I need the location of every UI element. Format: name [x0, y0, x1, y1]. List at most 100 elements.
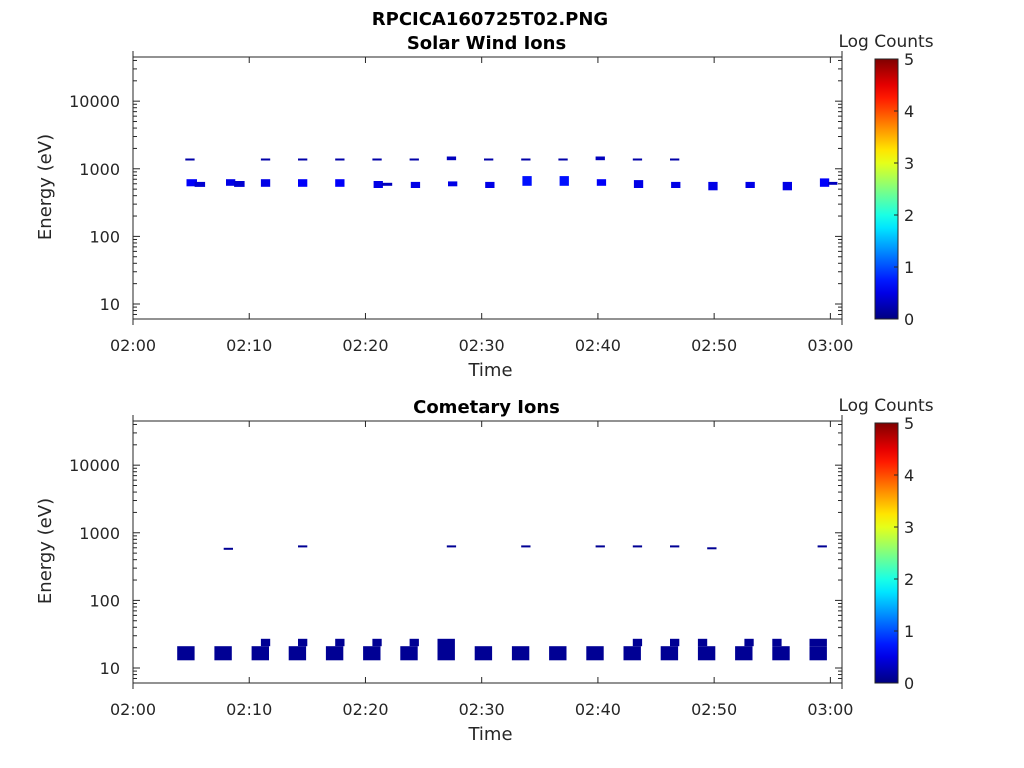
data-cell — [437, 638, 455, 661]
y-tick-label: 1000 — [79, 160, 120, 179]
data-cell — [372, 638, 382, 647]
colorbar-tick-label: 4 — [904, 102, 914, 121]
data-cell — [632, 545, 643, 548]
data-cell — [381, 182, 393, 186]
data-cell — [595, 156, 605, 161]
data-cell — [446, 156, 457, 161]
colorbar — [874, 58, 899, 320]
data-cell — [298, 179, 308, 187]
data-cell — [511, 646, 530, 661]
data-cell — [335, 179, 345, 187]
colorbar-tick-label: 0 — [904, 310, 914, 329]
panel-title: Solar Wind Ions — [407, 33, 566, 54]
x-tick-label: 02:00 — [110, 336, 156, 355]
data-cell — [558, 158, 568, 161]
data-cell — [819, 178, 830, 187]
data-cell — [177, 646, 195, 661]
data-cell — [288, 646, 307, 661]
data-cell — [298, 545, 308, 548]
x-tick-label: 02:00 — [110, 700, 156, 719]
data-cell — [623, 646, 641, 661]
colorbar-tick-label: 5 — [904, 414, 914, 433]
data-cell — [194, 181, 206, 187]
data-cell — [735, 646, 753, 661]
data-cell — [586, 646, 604, 661]
data-cell — [260, 158, 271, 161]
data-cell — [660, 646, 679, 661]
data-cell — [363, 646, 381, 661]
data-cell — [809, 638, 827, 647]
data-cell — [325, 646, 344, 661]
colorbar-tick-label: 1 — [904, 258, 914, 277]
data-cell — [298, 158, 308, 161]
data-cell — [251, 646, 269, 661]
data-cell — [632, 158, 643, 161]
x-tick-label: 02:50 — [691, 336, 737, 355]
y-tick-label: 10 — [100, 295, 120, 314]
data-cell — [809, 646, 827, 661]
data-cell — [549, 646, 567, 661]
y-tick-label: 10 — [100, 659, 120, 678]
x-tick-label: 02:30 — [459, 700, 505, 719]
data-cell — [632, 638, 643, 647]
data-cell — [708, 181, 718, 191]
data-cell — [373, 181, 383, 188]
colorbar-label: Log Counts — [838, 396, 933, 416]
y-tick-label: 100 — [89, 227, 120, 246]
data-cell — [697, 646, 716, 661]
colorbar — [874, 422, 899, 684]
data-cell — [521, 158, 531, 161]
data-cell — [410, 181, 421, 188]
data-cell — [772, 646, 790, 661]
data-cell — [521, 545, 531, 548]
data-cell — [335, 638, 345, 647]
data-cell — [782, 181, 792, 191]
data-cell — [446, 545, 457, 548]
colorbar-tick-label: 5 — [904, 50, 914, 69]
data-cell — [484, 158, 494, 161]
x-axis-label: Time — [467, 724, 512, 745]
data-cell — [485, 181, 495, 188]
y-axis-label: Energy (eV) — [35, 134, 56, 240]
data-cell — [817, 545, 827, 548]
data-cell — [670, 638, 680, 647]
data-cell — [226, 179, 236, 186]
colorbar-label: Log Counts — [838, 32, 933, 52]
data-cell — [409, 638, 419, 647]
colorbar-tick-label: 3 — [904, 518, 914, 537]
data-cell — [214, 646, 232, 661]
x-tick-label: 02:20 — [342, 700, 388, 719]
x-tick-label: 02:50 — [691, 700, 737, 719]
colorbar-tick-label: 4 — [904, 466, 914, 485]
y-tick-label: 100 — [89, 591, 120, 610]
x-tick-label: 02:30 — [459, 336, 505, 355]
data-cell — [697, 638, 708, 647]
data-cell — [633, 180, 644, 188]
data-cell — [559, 176, 569, 186]
x-tick-label: 03:00 — [807, 700, 853, 719]
data-cell — [260, 179, 271, 187]
data-cell — [372, 158, 382, 161]
colorbar-tick-label: 0 — [904, 674, 914, 693]
data-cell — [400, 646, 418, 661]
panel-title: Cometary Ions — [413, 397, 560, 418]
data-cell — [409, 158, 419, 161]
x-tick-label: 02:20 — [342, 336, 388, 355]
colorbar-tick-label: 1 — [904, 622, 914, 641]
x-tick-label: 02:40 — [575, 700, 621, 719]
data-cell — [186, 179, 197, 187]
plot-area — [133, 421, 842, 683]
x-tick-label: 02:10 — [226, 700, 272, 719]
y-axis-label: Energy (eV) — [35, 498, 56, 604]
data-cell — [223, 547, 233, 550]
data-cell — [671, 181, 681, 188]
figure-title: RPCICA160725T02.PNG — [372, 9, 608, 30]
data-cell — [670, 545, 680, 548]
x-tick-label: 02:10 — [226, 336, 272, 355]
colorbar-tick-label: 2 — [904, 570, 914, 589]
data-cell — [772, 638, 782, 647]
